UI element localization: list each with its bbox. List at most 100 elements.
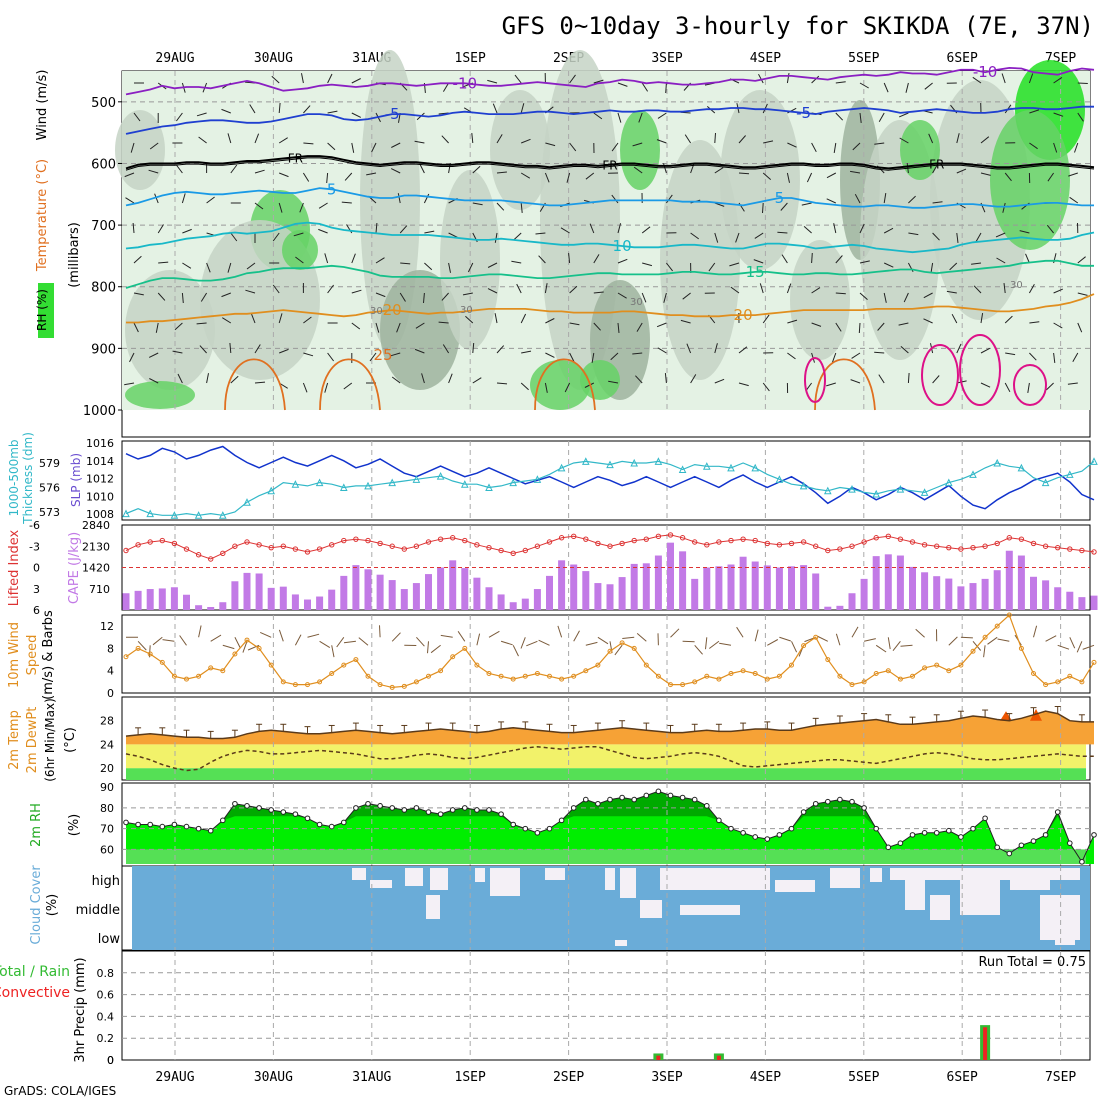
lifted-index-marker: [1006, 535, 1012, 541]
wind-barb: [206, 196, 215, 204]
run-total: Run Total = 0.75: [978, 955, 1086, 970]
cape-bar: [594, 583, 602, 610]
rh-marker: [256, 805, 262, 811]
wind-barb: [351, 78, 361, 84]
wind-barb: [222, 317, 232, 324]
surface-wind-barb: [1076, 641, 1083, 653]
wind-barb: [859, 292, 868, 300]
thickness-marker: [436, 471, 445, 480]
wind-barb: [271, 75, 280, 84]
wind-barb: [157, 224, 164, 234]
lifted-index-marker: [800, 539, 807, 545]
surface-wind-barb: [767, 639, 779, 646]
lifted-index-marker: [921, 542, 928, 548]
wind-barb: [900, 346, 909, 354]
cape-bar: [884, 554, 892, 610]
wind-barb: [1003, 283, 1006, 294]
wind-speed-marker: [208, 665, 214, 671]
wind-barb: [835, 81, 846, 84]
wind-barb: [511, 260, 522, 264]
wind-barb: [520, 202, 523, 213]
surface-wind-barb: [736, 626, 744, 638]
wind-barb: [980, 172, 991, 176]
wind-barb: [1077, 112, 1084, 122]
wind-barb: [560, 227, 570, 234]
wind-barb: [589, 223, 595, 234]
surface-wind-barb: [538, 639, 550, 646]
surface-wind-barb: [358, 637, 369, 646]
wind-barb: [174, 322, 183, 331]
wind-barb: [980, 347, 991, 354]
rh-shading: [530, 360, 590, 410]
wind-speed-marker: [462, 645, 468, 651]
wind-barb: [272, 232, 280, 242]
wind-barb: [971, 262, 982, 265]
cape-tick-label: 2130: [82, 540, 110, 553]
wind-barb: [874, 142, 885, 145]
surface-wind-barb: [500, 640, 513, 646]
wind-speed-marker: [631, 645, 637, 651]
date-label-bottom: 2SEP: [553, 1070, 584, 1085]
cloud-gap: [605, 868, 615, 890]
surface-wind-barb: [1069, 637, 1076, 649]
lifted-index-marker: [208, 556, 214, 562]
cape-bar: [1054, 587, 1062, 610]
surface-wind-barb: [585, 641, 598, 646]
cape-bar: [546, 575, 553, 610]
wind-barb: [465, 315, 474, 324]
cape-bar: [231, 581, 239, 610]
wind-barb: [973, 285, 982, 294]
isotherm-20: [126, 293, 1095, 324]
dewpt-line: [125, 746, 1094, 772]
lifted-tick-label: -3: [29, 540, 40, 553]
wind-barb: [148, 169, 159, 174]
precip-convective-bar: [656, 1055, 661, 1060]
surface-wind-barb: [900, 644, 913, 647]
panel-cloud-cover: high middle low: [76, 865, 1091, 951]
wind-barb: [130, 142, 135, 153]
surface-wind-barb: [557, 625, 563, 638]
wind-barb: [390, 352, 401, 357]
cape-bar: [703, 567, 711, 610]
wind-barb: [295, 256, 304, 264]
wind-speed-marker: [885, 668, 891, 674]
wind-barb: [199, 345, 207, 354]
cape-bar: [412, 583, 420, 610]
wind-barb: [858, 322, 861, 334]
wind-barb: [714, 378, 725, 384]
cape-bar: [679, 551, 687, 610]
surface-wind-barb: [198, 625, 202, 638]
cape-tick-label: 1420: [82, 562, 110, 575]
wind-barb: [1046, 382, 1054, 391]
wind-speed-marker: [450, 654, 456, 660]
rh-marker: [1079, 859, 1085, 865]
panel-cape-li: -6 -3 0 3 6 710 1420 2130 2840: [29, 519, 1098, 617]
wind-barb: [569, 322, 580, 326]
lifted-index-marker: [764, 540, 770, 547]
isotherm-label: 20: [383, 301, 402, 319]
wind-barb: [680, 319, 691, 324]
wind-barb: [132, 222, 135, 234]
cloud-gap: [352, 868, 366, 880]
wind-speed-marker: [982, 634, 988, 640]
wind-barb: [714, 343, 718, 354]
rh-fill-low: [126, 849, 1086, 864]
wind-barb: [763, 140, 774, 144]
cape-bar: [122, 593, 130, 610]
cape-bar: [1005, 550, 1013, 610]
wind-barb: [786, 172, 790, 183]
pressure-tick-label: 500: [91, 96, 116, 111]
wind-barb: [327, 284, 335, 294]
wind-barb: [593, 254, 600, 264]
wind-speed-marker: [232, 651, 238, 657]
wind-barb: [1025, 253, 1030, 264]
wind-barb: [221, 292, 231, 298]
rh-marker: [474, 807, 480, 813]
rh-marker: [679, 794, 686, 801]
wind-barb: [1046, 224, 1054, 234]
cape-bar: [642, 563, 650, 610]
wind-barb: [206, 262, 211, 273]
cloud-gap: [426, 895, 440, 919]
wind-barb: [980, 313, 984, 324]
wind-speed-marker: [595, 662, 601, 668]
